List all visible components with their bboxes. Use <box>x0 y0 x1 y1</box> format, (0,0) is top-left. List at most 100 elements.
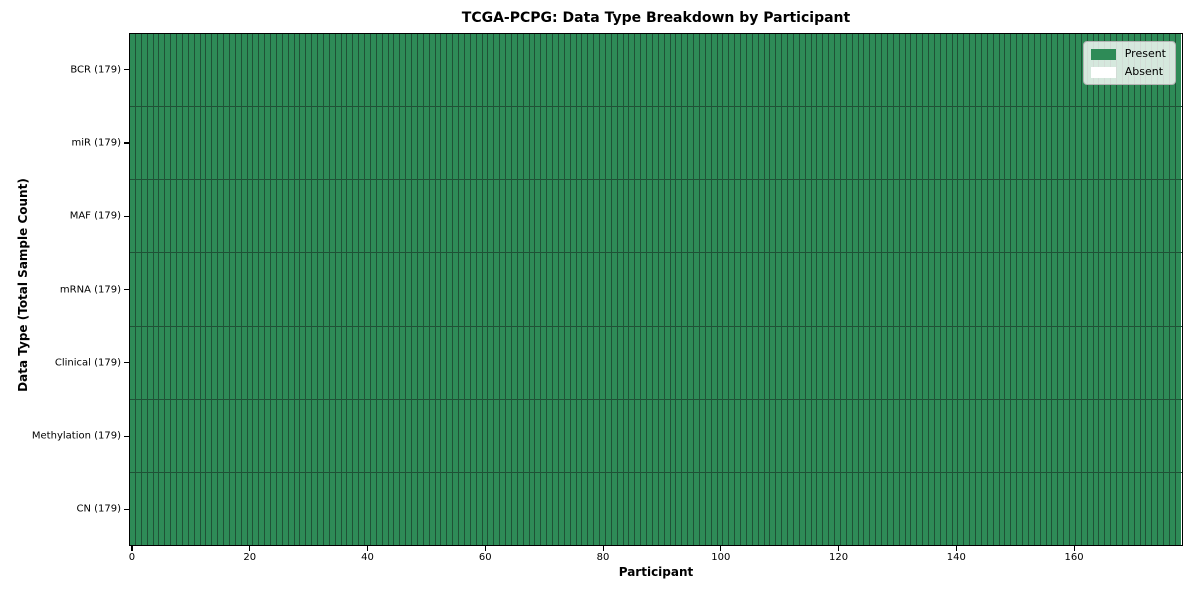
heatmap-cell <box>1116 472 1122 545</box>
heatmap-cell <box>516 34 523 107</box>
heatmap-cell <box>346 326 353 399</box>
heatmap-cell <box>134 326 141 399</box>
heatmap-cell <box>275 107 282 180</box>
heatmap-cell <box>1063 34 1069 107</box>
x-tick-label: 100 <box>711 552 731 563</box>
heatmap-cell <box>569 326 576 399</box>
present-swatch <box>1090 48 1116 60</box>
heatmap-cell <box>769 180 776 253</box>
heatmap-cell <box>663 34 670 107</box>
heatmap-cell <box>205 472 212 545</box>
heatmap-cell <box>1022 472 1028 545</box>
heatmap-cell <box>634 472 641 545</box>
heatmap-cell <box>646 253 652 326</box>
heatmap-cell <box>1080 326 1087 399</box>
heatmap-cell <box>845 34 852 107</box>
heatmap-cell <box>939 253 946 326</box>
heatmap-cell <box>963 399 970 472</box>
heatmap-cell <box>963 326 970 399</box>
heatmap-cell <box>287 326 294 399</box>
heatmap-cell <box>669 253 676 326</box>
heatmap-cell <box>957 107 964 180</box>
heatmap-cell <box>317 107 323 180</box>
heatmap-cell <box>640 180 646 253</box>
heatmap-cell <box>281 253 288 326</box>
heatmap-cell <box>722 107 729 180</box>
heatmap-cell <box>130 180 135 253</box>
heatmap-cell <box>904 326 911 399</box>
heatmap-cell <box>998 253 1005 326</box>
heatmap-cell <box>440 107 447 180</box>
heatmap-cell <box>275 472 282 545</box>
heatmap-cell <box>364 399 370 472</box>
heatmap-cell <box>1057 180 1064 253</box>
heatmap-cell <box>475 472 482 545</box>
heatmap-cell <box>798 107 805 180</box>
heatmap-cell <box>1110 472 1116 545</box>
heatmap-cell <box>334 180 341 253</box>
heatmap-cell <box>986 107 993 180</box>
heatmap-cell <box>1116 399 1122 472</box>
heatmap-cell <box>710 472 717 545</box>
heatmap-cell <box>628 107 635 180</box>
heatmap-cell <box>428 472 435 545</box>
heatmap-cell <box>475 326 482 399</box>
heatmap-cell <box>387 326 394 399</box>
heatmap-cell <box>628 34 635 107</box>
heatmap-cell <box>463 399 470 472</box>
heatmap-cell <box>751 180 758 253</box>
heatmap-cell <box>1022 399 1028 472</box>
heatmap-cell <box>516 107 523 180</box>
heatmap-cell <box>728 399 735 472</box>
heatmap-cell <box>234 180 241 253</box>
heatmap-cell <box>258 180 265 253</box>
heatmap-cell <box>146 326 153 399</box>
heatmap-cell <box>193 326 200 399</box>
heatmap-cell <box>957 326 964 399</box>
heatmap-cell <box>928 180 934 253</box>
heatmap-cell <box>881 180 887 253</box>
heatmap-cell <box>904 399 911 472</box>
heatmap-cell <box>728 253 735 326</box>
heatmap-cell <box>422 107 429 180</box>
heatmap-cell <box>364 180 370 253</box>
heatmap-cell <box>1086 107 1093 180</box>
heatmap-cell <box>217 180 223 253</box>
heatmap-cell <box>264 399 270 472</box>
heatmap-cell <box>546 180 552 253</box>
heatmap-cell <box>681 326 688 399</box>
heatmap-cell <box>763 34 770 107</box>
heatmap-cell <box>640 326 646 399</box>
heatmap-cell <box>1163 180 1169 253</box>
heatmap-cell <box>1063 180 1069 253</box>
heatmap-cell <box>293 34 300 107</box>
heatmap-cell <box>170 34 176 107</box>
heatmap-cell <box>651 34 658 107</box>
heatmap-cell <box>1069 107 1075 180</box>
heatmap-cell <box>281 472 288 545</box>
heatmap-cell <box>1074 472 1081 545</box>
heatmap-cell <box>628 253 635 326</box>
heatmap-cell <box>928 326 934 399</box>
heatmap-cell <box>610 180 617 253</box>
heatmap-cell <box>975 107 981 180</box>
heatmap-cell <box>252 107 259 180</box>
heatmap-cell <box>540 180 547 253</box>
heatmap-cell <box>1110 326 1116 399</box>
heatmap-cell <box>569 107 576 180</box>
heatmap-cell <box>710 326 717 399</box>
heatmap-cell <box>1033 399 1040 472</box>
heatmap-cell <box>352 472 359 545</box>
x-tick-mark <box>602 546 604 551</box>
heatmap-cell <box>622 34 629 107</box>
heatmap-cell <box>834 326 840 399</box>
heatmap-cell <box>287 107 294 180</box>
heatmap-cell <box>505 253 511 326</box>
heatmap-cell <box>217 34 223 107</box>
heatmap-cell <box>816 472 823 545</box>
heatmap-cell <box>980 34 987 107</box>
heatmap-cell <box>663 472 670 545</box>
heatmap-cell <box>546 472 552 545</box>
heatmap-cell <box>1157 326 1163 399</box>
heatmap-cell <box>957 180 964 253</box>
